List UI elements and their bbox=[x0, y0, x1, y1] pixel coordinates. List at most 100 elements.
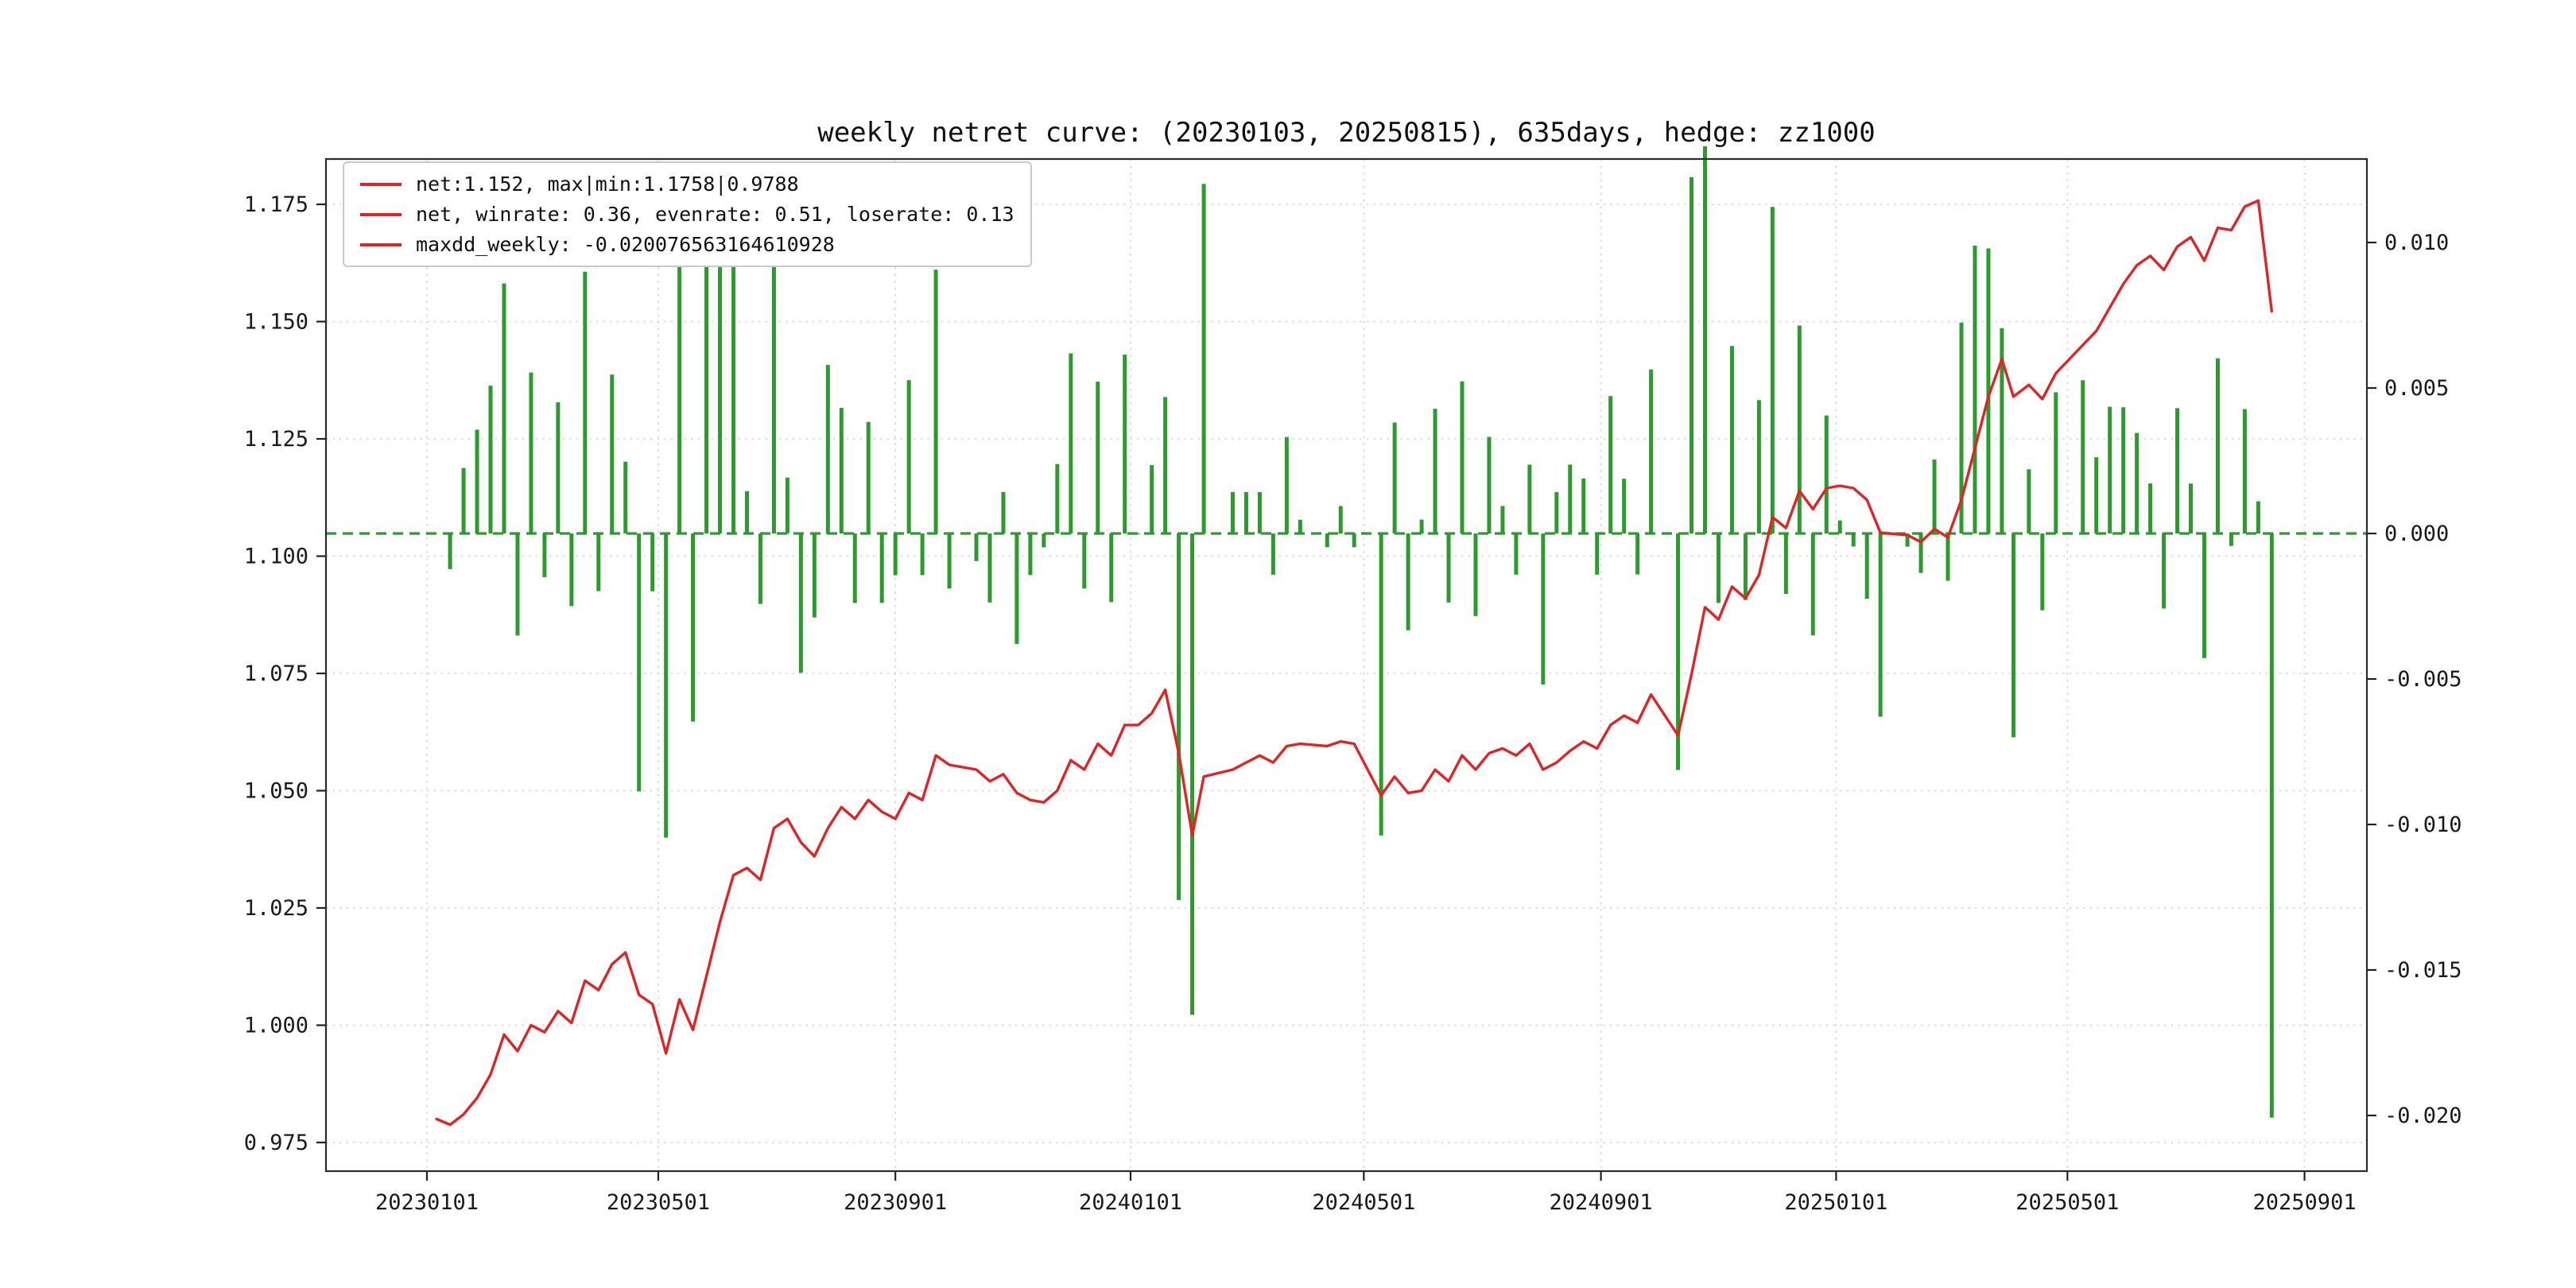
weekly-ret-bar bbox=[879, 533, 884, 603]
weekly-ret-bar bbox=[1123, 355, 1127, 533]
y-left-tick-label: 1.050 bbox=[244, 779, 308, 804]
weekly-ret-bar bbox=[1419, 519, 1424, 533]
weekly-ret-bar bbox=[461, 467, 466, 533]
weekly-ret-bar bbox=[2027, 469, 2031, 533]
weekly-ret-bar bbox=[691, 533, 696, 722]
weekly-ret-bar bbox=[2175, 408, 2180, 533]
weekly-ret-bar bbox=[731, 248, 736, 533]
weekly-ret-bar bbox=[920, 533, 925, 576]
weekly-ret-bar bbox=[1163, 397, 1168, 533]
weekly-ret-bar bbox=[2135, 433, 2140, 533]
weekly-ret-bar bbox=[1446, 533, 1451, 603]
legend-entry-winrate: net, winrate: 0.36, evenrate: 0.51, lose… bbox=[360, 203, 1014, 226]
weekly-ret-bar bbox=[1406, 533, 1410, 630]
weekly-ret-bar bbox=[1284, 436, 1289, 533]
weekly-ret-bar bbox=[1797, 325, 1802, 533]
net-curve-line bbox=[435, 199, 2274, 1127]
y-left-tick-label: 1.175 bbox=[244, 192, 308, 217]
weekly-ret-bar bbox=[1946, 533, 1950, 581]
weekly-ret-bar bbox=[1082, 533, 1087, 589]
weekly-ret-bar bbox=[1177, 533, 1181, 901]
weekly-ret-bar bbox=[947, 533, 952, 589]
weekly-ret-bar bbox=[1729, 346, 1734, 533]
x-tick-label: 20240901 bbox=[1550, 1190, 1653, 1215]
weekly-ret-bar bbox=[1581, 478, 1586, 533]
legend-line-marker bbox=[360, 242, 402, 246]
weekly-ret-bar bbox=[1864, 533, 1869, 599]
weekly-ret-bar bbox=[488, 386, 493, 533]
weekly-ret-bar bbox=[1230, 491, 1235, 533]
weekly-ret-bar bbox=[2215, 358, 2220, 533]
weekly-ret-bar bbox=[677, 196, 682, 533]
legend-entry-label: net:1.152, max|min:1.1758|0.9788 bbox=[416, 173, 799, 196]
y-left-tick-label: 1.150 bbox=[244, 310, 308, 335]
legend-line-marker bbox=[360, 182, 402, 186]
y-right-tick-label: -0.020 bbox=[2384, 1104, 2462, 1128]
weekly-ret-bar bbox=[798, 533, 803, 673]
weekly-ret-bar bbox=[1918, 533, 1923, 573]
weekly-ret-bar bbox=[2256, 501, 2260, 533]
x-tick-label: 20250501 bbox=[2015, 1190, 2119, 1215]
weekly-ret-bar bbox=[1433, 409, 1437, 533]
weekly-ret-bar bbox=[1271, 533, 1275, 575]
weekly-ret-bar bbox=[610, 374, 615, 533]
weekly-ret-bar bbox=[1473, 533, 1478, 616]
weekly-ret-bar bbox=[1783, 533, 1788, 594]
weekly-ret-bar bbox=[839, 407, 844, 533]
weekly-ret-bar bbox=[637, 533, 642, 792]
weekly-ret-bar bbox=[475, 429, 479, 533]
weekly-ret-bar bbox=[812, 533, 817, 618]
weekly-ret-bar bbox=[556, 402, 561, 533]
weekly-ret-bar bbox=[1298, 519, 1302, 533]
weekly-ret-bar bbox=[906, 380, 911, 533]
weekly-ret-bar bbox=[1527, 464, 1532, 533]
weekly-ret-bar bbox=[1500, 506, 1505, 533]
weekly-ret-bar bbox=[1810, 533, 1815, 636]
weekly-ret-bar bbox=[1622, 479, 1627, 533]
weekly-ret-bar bbox=[1690, 177, 1694, 533]
legend-line-marker bbox=[360, 212, 402, 216]
weekly-ret-bar bbox=[718, 202, 723, 534]
x-tick-label: 20250101 bbox=[1784, 1190, 1887, 1215]
weekly-ret-bar bbox=[785, 477, 789, 533]
weekly-ret-bar bbox=[987, 533, 992, 603]
x-tick-label: 20240101 bbox=[1079, 1190, 1182, 1215]
weekly-ret-bar bbox=[2242, 409, 2247, 533]
y-left-tick-label: 1.100 bbox=[244, 545, 308, 569]
weekly-ret-bar bbox=[1986, 248, 1991, 533]
weekly-ret-bar bbox=[704, 198, 709, 533]
weekly-ret-bar bbox=[1973, 245, 1977, 533]
weekly-ret-bar bbox=[664, 533, 669, 838]
legend-entry-maxdd: maxdd_weekly: -0.020076563164610928 bbox=[360, 233, 1014, 256]
weekly-ret-bar bbox=[1649, 369, 1654, 533]
weekly-ret-bar bbox=[1716, 533, 1721, 603]
weekly-ret-bar bbox=[1055, 464, 1060, 533]
legend: net:1.152, max|min:1.1758|0.9788 net, wi… bbox=[343, 161, 1032, 267]
weekly-ret-bar bbox=[974, 533, 979, 561]
weekly-ret-bar bbox=[1878, 533, 1883, 717]
weekly-ret-bar bbox=[1837, 520, 1842, 533]
weekly-ret-bar bbox=[1150, 465, 1154, 533]
weekly-ret-bar bbox=[1514, 533, 1519, 575]
weekly-ret-bar bbox=[2229, 533, 2233, 546]
weekly-ret-bar bbox=[2162, 533, 2167, 609]
x-tick-label: 20230501 bbox=[607, 1190, 710, 1215]
weekly-ret-bar bbox=[515, 533, 520, 636]
weekly-ret-bar bbox=[1541, 533, 1546, 685]
weekly-ret-bar bbox=[1096, 382, 1100, 533]
weekly-ret-bar bbox=[758, 533, 762, 604]
plot-border bbox=[324, 157, 2368, 1173]
weekly-ret-bar bbox=[1959, 322, 1964, 533]
y-right-tick-label: 0.005 bbox=[2384, 376, 2449, 401]
weekly-ret-bar bbox=[1352, 533, 1356, 548]
weekly-ret-bar bbox=[2189, 483, 2194, 533]
weekly-ret-bar bbox=[623, 461, 628, 533]
weekly-ret-bar bbox=[583, 271, 588, 533]
x-tick-label: 20230901 bbox=[844, 1190, 947, 1215]
weekly-ret-bar bbox=[2054, 392, 2058, 533]
weekly-ret-bar bbox=[1243, 491, 1248, 533]
weekly-ret-bar bbox=[1201, 184, 1206, 533]
weekly-ret-bar bbox=[866, 421, 871, 533]
weekly-ret-bar bbox=[2148, 483, 2153, 533]
